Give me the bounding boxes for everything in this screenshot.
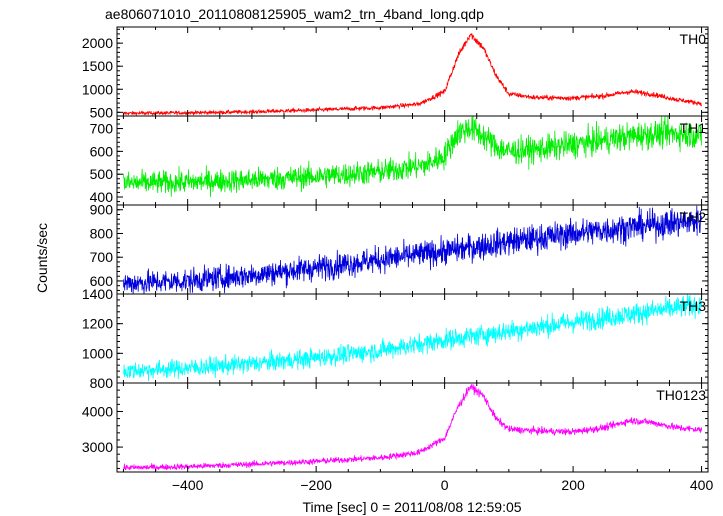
chart-title: ae806071010_20110808125905_wam2_trn_4ban… <box>105 6 484 22</box>
y-tick-label: 400 <box>90 189 114 205</box>
series-line-th2 <box>123 205 702 294</box>
series-line-th1 <box>123 116 702 198</box>
y-tick-label: 800 <box>90 225 114 241</box>
y-tick-label: 700 <box>90 121 114 137</box>
y-tick-label: 1500 <box>82 58 113 74</box>
x-tick-label: 0 <box>441 477 449 493</box>
panel-label-th3: TH3 <box>680 298 707 314</box>
y-tick-label: 600 <box>90 143 114 159</box>
y-tick-label: 500 <box>90 104 114 120</box>
series-line-th3 <box>123 294 702 382</box>
y-tick-label: 3000 <box>82 439 113 455</box>
panel-label-th1: TH1 <box>680 120 707 136</box>
panel-frame <box>116 26 709 117</box>
panel-label-th0: TH0 <box>680 31 707 47</box>
y-tick-label: 1200 <box>82 316 113 332</box>
series-line-th0 <box>123 33 702 116</box>
y-tick-label: 800 <box>90 375 114 391</box>
y-tick-label: 4000 <box>82 403 113 419</box>
y-tick-label: 700 <box>90 249 114 265</box>
y-tick-label: 900 <box>90 202 114 218</box>
panel-th1: 400 500 600 700 TH1 <box>90 115 709 206</box>
x-tick-label: 200 <box>561 477 585 493</box>
x-axis-tick-labels: −400 −200 0 200 400 <box>172 477 714 493</box>
panel-th3: 800 1000 1200 1400 TH3 <box>82 286 709 391</box>
series-line-th0123 <box>123 383 702 472</box>
chart-panels: 500 1000 1500 2000 TH0 400 500 600 700 TH1 600 700 8… <box>82 26 709 473</box>
panel-label-th0123: TH0123 <box>656 387 706 403</box>
y-tick-label: 500 <box>90 166 114 182</box>
y-tick-label: 600 <box>90 273 114 289</box>
panel-label-th2: TH2 <box>680 209 707 225</box>
x-tick-label: 400 <box>690 477 714 493</box>
x-axis-label: Time [sec] 0 = 2011/08/08 12:59:05 <box>302 499 521 515</box>
panel-th0123: 3000 4000 TH0123 <box>82 382 709 473</box>
x-tick-label: −400 <box>172 477 204 493</box>
x-tick-label: −200 <box>300 477 332 493</box>
panel-th2: 600 700 800 900 TH2 <box>90 202 709 295</box>
y-tick-label: 1000 <box>82 345 113 361</box>
y-tick-label: 1000 <box>82 81 113 97</box>
y-axis-label: Counts/sec <box>34 223 50 293</box>
y-tick-label: 1400 <box>82 286 113 302</box>
panel-frame <box>116 382 709 473</box>
panel-th0: 500 1000 1500 2000 TH0 <box>82 26 709 120</box>
y-tick-label: 2000 <box>82 35 113 51</box>
